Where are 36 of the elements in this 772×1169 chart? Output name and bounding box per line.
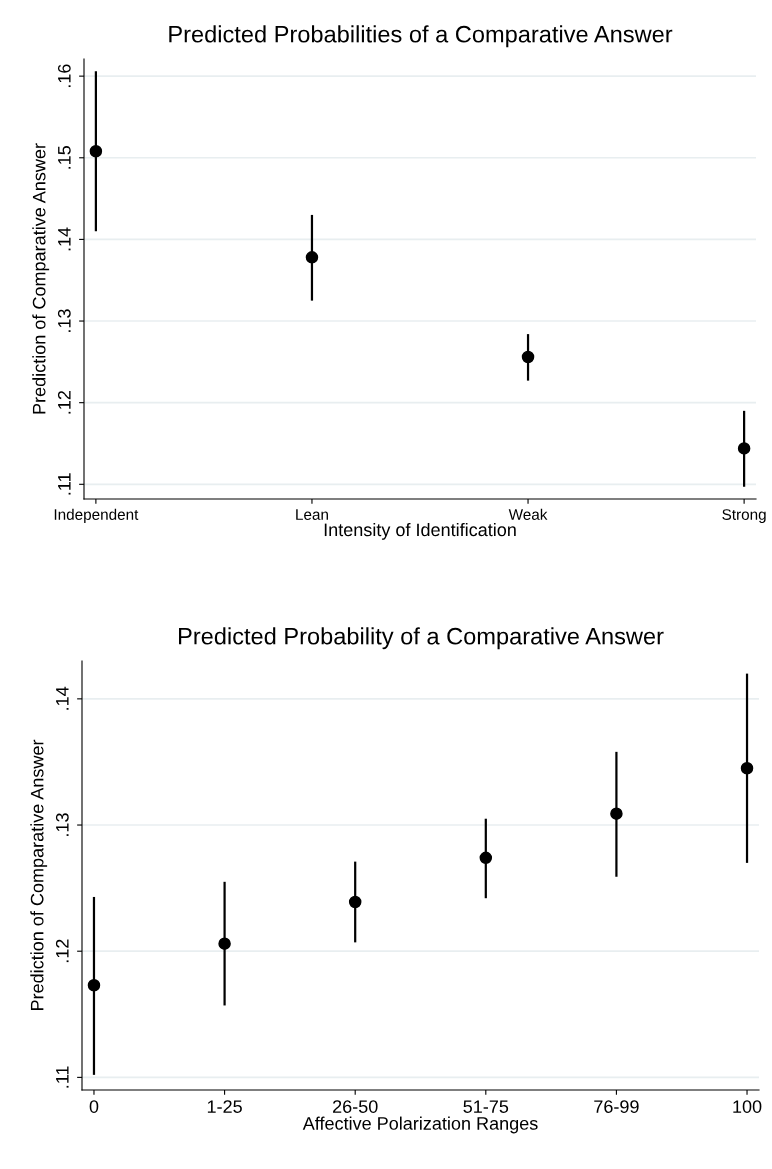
y-tick-label: .16 [57, 64, 71, 88]
point [479, 851, 493, 865]
x-tick-label: 51-75 [463, 1100, 509, 1113]
x-tick-label: 0 [89, 1100, 99, 1113]
y-tick-label: .13 [57, 309, 71, 332]
point [218, 937, 231, 950]
point [348, 895, 362, 909]
x-tick-label: 1-25 [207, 1100, 242, 1113]
point [87, 979, 101, 992]
x-axis-title: Affective Polarization Ranges [302, 1116, 538, 1134]
y-tick-label: .15 [58, 145, 71, 169]
x-tick-label: Independent [54, 508, 139, 523]
point [740, 761, 754, 775]
chart-title: Predicted Probability of a Comparative Answer [179, 627, 664, 650]
y-tick-label: .12 [57, 391, 71, 414]
y-tick-label: .11 [56, 1066, 69, 1088]
y-axis-title: Prediction of Comparative Answer [30, 739, 48, 1010]
x-axis-title: Intensity of Identification [324, 522, 516, 540]
x-tick-label: 100 [733, 1100, 762, 1113]
point [737, 442, 751, 455]
x-tick-label: 76-99 [594, 1100, 639, 1113]
chart-title: Predicted Probabilities of a Comparative Answer [169, 25, 673, 48]
x-tick-label: 26-50 [333, 1100, 378, 1113]
point [305, 251, 319, 264]
point [89, 144, 103, 158]
y-tick-label: .12 [55, 939, 69, 963]
y-axis-title: Prediction of Comparative Answer [32, 143, 50, 414]
point [521, 350, 535, 364]
y-tick-label: .13 [55, 813, 69, 836]
x-tick-label: Weak [508, 508, 548, 520]
y-tick-label: .14 [56, 686, 69, 710]
point [610, 807, 623, 820]
y-tick-label: .14 [58, 227, 71, 251]
y-tick-label: .11 [58, 473, 71, 495]
x-tick-label: Lean [296, 509, 328, 520]
x-tick-label: Strong [722, 509, 766, 523]
